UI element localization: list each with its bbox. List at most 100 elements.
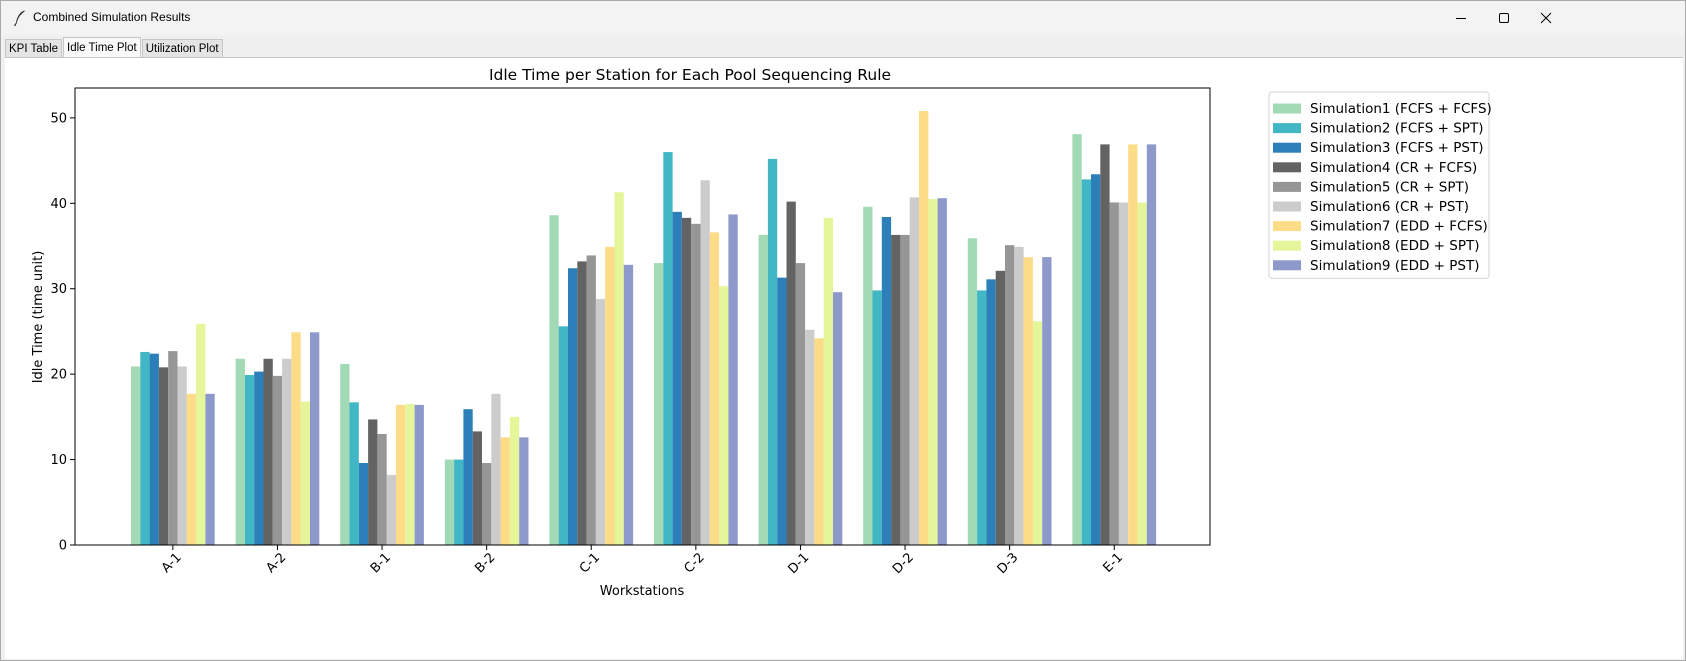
y-tick-label: 0 [59, 539, 67, 554]
close-icon [1540, 12, 1552, 24]
bar-B-1-sim2 [349, 402, 359, 545]
bar-B-2-sim8 [509, 416, 520, 545]
x-tick-label-A-1: A-1 [159, 550, 185, 576]
bar-B-2-sim3 [463, 409, 473, 545]
bar-D-3-sim6 [1014, 246, 1024, 545]
window-title: Combined Simulation Results [33, 10, 191, 24]
legend-swatch-sim6 [1273, 201, 1301, 212]
bar-C-1-sim5 [586, 255, 596, 546]
bar-B-1-sim1 [340, 363, 350, 545]
bar-A-1-sim4 [158, 367, 169, 545]
legend-swatch-sim7 [1273, 221, 1301, 232]
y-tick-label: 10 [50, 453, 67, 468]
bar-C-1-sim7 [605, 246, 615, 545]
bar-A-2-sim7 [291, 332, 301, 545]
bar-E-1-sim4 [1100, 144, 1110, 545]
bar-D-1-sim9 [833, 292, 843, 545]
bar-A-2-sim1 [235, 358, 245, 545]
bar-B-2-sim1 [444, 459, 455, 545]
x-tick-label-B-1: B-1 [368, 550, 394, 576]
legend-swatch-sim8 [1273, 240, 1301, 251]
x-tick-label-D-1: D-1 [785, 550, 812, 577]
bar-D-2-sim7 [919, 111, 929, 545]
legend-label-sim8: Simulation8 (EDD + SPT) [1310, 238, 1480, 254]
bar-D-1-sim1 [758, 234, 768, 546]
bar-A-2-sim3 [254, 371, 264, 545]
bar-C-1-sim3 [568, 268, 578, 545]
bar-D-3-sim1 [967, 238, 978, 545]
legend-label-sim1: Simulation1 (FCFS + FCFS) [1310, 101, 1492, 117]
minimize-button[interactable] [1438, 1, 1484, 35]
bar-A-2-sim2 [244, 375, 255, 545]
legend-label-sim5: Simulation5 (CR + SPT) [1310, 179, 1469, 195]
y-axis-label: Idle Time (time unit) [31, 251, 46, 384]
bar-D-3-sim4 [995, 270, 1005, 545]
bar-A-2-sim6 [282, 358, 292, 545]
bar-D-2-sim5 [900, 234, 910, 546]
y-tick-label: 20 [50, 368, 67, 383]
y-tick-label: 40 [50, 197, 67, 212]
maximize-button[interactable] [1481, 1, 1527, 35]
bar-C-2-sim9 [728, 214, 738, 546]
legend-swatch-sim1 [1273, 103, 1301, 114]
maximize-icon [1499, 13, 1509, 23]
bar-A-2-sim9 [310, 332, 320, 545]
legend: Simulation1 (FCFS + FCFS) Simulation2 (FC… [1268, 91, 1492, 279]
legend-swatch-sim2 [1273, 123, 1301, 134]
bar-B-1-sim7 [396, 404, 406, 545]
bar-D-2-sim4 [891, 234, 901, 546]
bar-C-2-sim1 [654, 263, 664, 545]
tab-idle-time-plot[interactable]: Idle Time Plot [63, 37, 141, 58]
bar-D-3-sim3 [986, 279, 996, 545]
bar-E-1-sim2 [1081, 179, 1091, 545]
bar-C-2-sim8 [719, 286, 729, 545]
bar-D-2-sim2 [872, 290, 882, 545]
close-button[interactable] [1523, 1, 1569, 35]
bar-E-1-sim3 [1091, 174, 1101, 545]
bar-E-1-sim5 [1109, 202, 1119, 545]
bar-D-2-sim6 [909, 197, 919, 545]
bar-A-1-sim3 [149, 353, 159, 545]
title-bar[interactable]: Combined Simulation Results [1, 1, 1685, 35]
bar-E-1-sim9 [1146, 144, 1157, 545]
tab-kpi-table[interactable]: KPI Table [5, 39, 63, 58]
bar-C-2-sim6 [700, 180, 710, 545]
x-tick-label-D-2: D-2 [890, 550, 917, 577]
bar-B-1-sim9 [414, 404, 424, 545]
bar-D-3-sim9 [1042, 257, 1052, 545]
plot-canvas: Idle Time per Station for Each Pool Sequ… [5, 57, 1683, 659]
legend-label-sim4: Simulation4 (CR + FCFS) [1310, 160, 1477, 176]
bar-C-1-sim8 [614, 192, 624, 545]
bar-C-1-sim6 [595, 298, 606, 545]
bar-E-1-sim1 [1072, 134, 1082, 545]
bar-D-3-sim2 [977, 290, 987, 545]
legend-swatch-sim5 [1273, 181, 1301, 192]
bar-B-2-sim5 [482, 463, 492, 545]
y-tick-label: 30 [50, 282, 67, 297]
tab-utilization-plot[interactable]: Utilization Plot [141, 39, 223, 58]
bar-B-1-sim8 [405, 404, 415, 545]
bar-B-2-sim7 [500, 437, 510, 545]
y-tick-label: 50 [50, 111, 67, 126]
bar-A-1-sim5 [168, 351, 178, 545]
bar-D-1-sim6 [805, 329, 815, 545]
idle-time-chart: Idle Time per Station for Each Pool Sequ… [31, 66, 1492, 599]
bar-D-2-sim8 [928, 199, 938, 546]
bar-D-1-sim5 [795, 263, 806, 545]
legend-label-sim2: Simulation2 (FCFS + SPT) [1310, 121, 1483, 137]
bar-A-1-sim2 [140, 351, 150, 545]
bar-D-3-sim7 [1023, 257, 1033, 545]
legend-swatch-sim4 [1273, 162, 1301, 173]
bar-B-2-sim4 [472, 431, 482, 545]
bar-B-1-sim4 [368, 419, 378, 545]
bar-C-2-sim3 [672, 211, 682, 546]
bar-C-1-sim4 [577, 261, 587, 545]
bar-D-2-sim9 [937, 198, 947, 545]
bar-B-1-sim6 [386, 474, 396, 545]
bar-D-1-sim8 [823, 217, 833, 545]
feather-icon [14, 10, 25, 27]
bar-A-1-sim8 [196, 323, 206, 545]
legend-swatch-sim3 [1273, 142, 1301, 153]
bar-C-2-sim7 [709, 232, 720, 546]
x-tick-label-B-2: B-2 [472, 550, 498, 576]
